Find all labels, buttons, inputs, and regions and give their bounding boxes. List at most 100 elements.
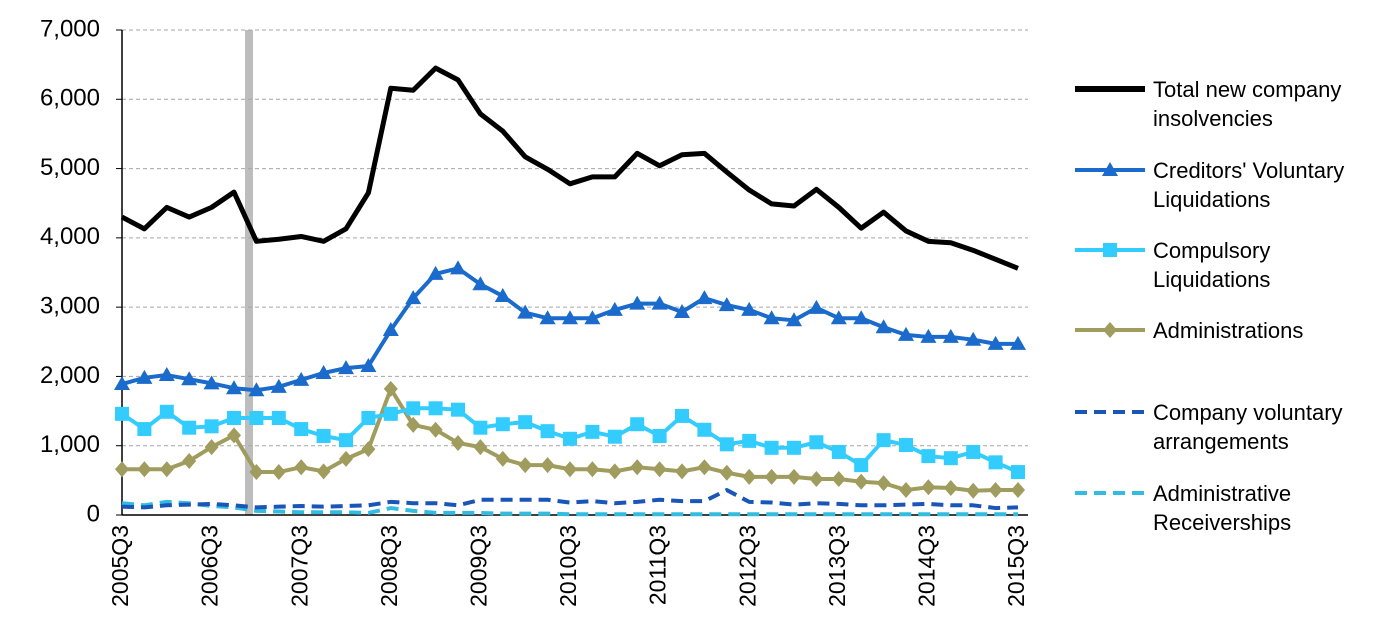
point-marker — [719, 464, 734, 481]
point-marker — [1011, 482, 1025, 499]
legend-label: Administrations — [1153, 318, 1304, 343]
legend-label: Total new company insolvencies — [1153, 77, 1342, 131]
point-marker — [764, 440, 779, 455]
y-tick-label: 1,000 — [40, 431, 100, 458]
point-marker — [809, 435, 824, 450]
point-marker — [853, 310, 870, 325]
legend-marker — [1102, 162, 1118, 176]
point-marker — [495, 417, 510, 432]
legend-label: Compulsory Liquidations — [1153, 238, 1271, 292]
point-marker — [920, 328, 937, 343]
point-marker — [563, 461, 577, 478]
legend-marker — [1103, 322, 1117, 338]
point-marker — [338, 360, 354, 375]
point-marker — [181, 371, 198, 386]
point-marker — [966, 444, 981, 459]
x-tick-label: 2014Q3 — [913, 525, 939, 607]
point-marker — [742, 468, 757, 485]
y-tick-label: 3,000 — [40, 292, 100, 319]
x-tick-label: 2006Q3 — [197, 525, 223, 607]
x-tick-label: 2012Q3 — [734, 525, 760, 607]
point-marker — [607, 429, 622, 444]
point-marker — [293, 371, 310, 386]
point-marker — [965, 331, 982, 346]
point-marker — [584, 310, 601, 325]
x-tick-label: 2011Q3 — [645, 525, 671, 605]
point-marker — [137, 422, 152, 437]
point-marker — [629, 295, 646, 310]
point-marker — [226, 380, 242, 395]
point-marker — [539, 310, 556, 325]
point-marker — [652, 461, 667, 478]
point-marker — [115, 406, 129, 421]
y-tick-label: 0 — [87, 500, 100, 527]
point-marker — [630, 417, 645, 432]
point-marker — [159, 461, 174, 478]
x-tick-label: 2013Q3 — [824, 525, 850, 607]
point-marker — [652, 429, 667, 444]
point-marker — [921, 449, 936, 464]
point-marker — [270, 378, 287, 393]
point-marker — [630, 459, 645, 476]
point-marker — [651, 295, 668, 310]
point-marker — [249, 464, 264, 481]
point-marker — [405, 290, 422, 305]
point-marker — [361, 411, 376, 425]
point-marker — [718, 297, 735, 312]
point-marker — [495, 450, 510, 467]
series-line — [121, 488, 1019, 511]
x-tick-label: 2008Q3 — [376, 525, 402, 607]
x-tick-label: 2007Q3 — [286, 525, 312, 607]
x-tick-label: 2010Q3 — [555, 525, 581, 607]
point-marker — [361, 441, 376, 458]
point-marker — [406, 401, 421, 416]
point-marker — [316, 463, 331, 480]
point-marker — [764, 468, 779, 485]
point-marker — [988, 455, 1003, 470]
point-marker — [383, 380, 398, 397]
point-marker — [808, 299, 825, 314]
point-marker — [383, 406, 398, 421]
point-marker — [182, 420, 197, 435]
series-line — [121, 499, 1018, 517]
point-marker — [675, 408, 689, 423]
point-marker — [137, 461, 152, 478]
point-marker — [763, 310, 780, 325]
point-marker — [675, 463, 689, 480]
legend-marker — [1103, 243, 1117, 257]
legend-label: Company voluntary arrangements — [1153, 400, 1343, 454]
point-marker — [809, 470, 824, 487]
point-marker — [786, 312, 802, 327]
point-marker — [943, 479, 958, 496]
point-marker — [158, 367, 175, 382]
point-marker — [697, 422, 712, 437]
point-marker — [899, 438, 913, 453]
point-marker — [518, 415, 533, 430]
point-marker — [294, 422, 309, 437]
y-tick-label: 7,000 — [40, 15, 100, 42]
point-marker — [854, 458, 869, 473]
point-marker — [249, 411, 264, 425]
point-marker — [494, 288, 511, 303]
point-marker — [674, 303, 690, 318]
point-marker — [136, 369, 153, 384]
y-tick-label: 4,000 — [40, 223, 100, 250]
point-marker — [696, 290, 713, 305]
point-marker — [899, 482, 913, 499]
point-marker — [697, 459, 712, 476]
point-marker — [517, 304, 534, 319]
y-tick-label: 6,000 — [40, 85, 100, 112]
point-marker — [831, 470, 846, 487]
point-marker — [204, 419, 219, 434]
point-marker — [472, 276, 489, 291]
point-marker — [719, 437, 734, 452]
point-marker — [271, 411, 286, 425]
point-marker — [227, 411, 241, 425]
highlight-band — [245, 30, 253, 515]
point-marker — [382, 322, 399, 337]
point-marker — [406, 416, 421, 433]
x-tick-label: 2005Q3 — [107, 525, 133, 607]
point-marker — [831, 444, 846, 459]
point-marker — [875, 319, 892, 334]
